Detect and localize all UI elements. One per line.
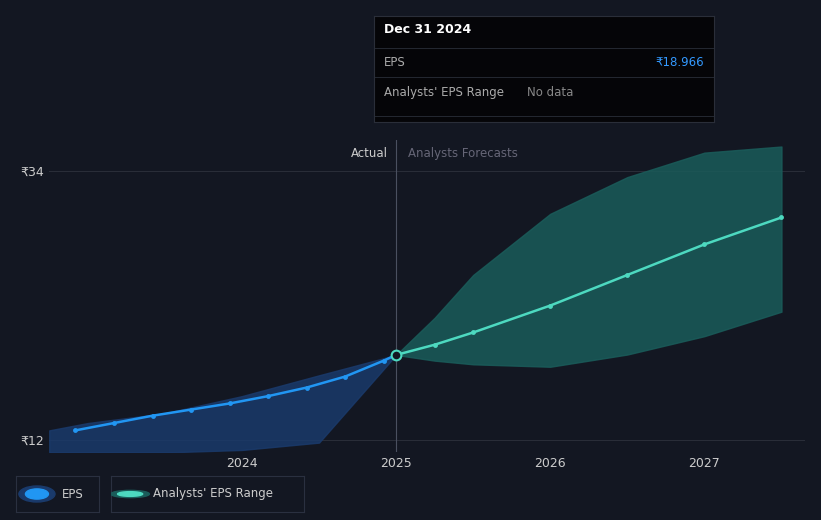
Circle shape bbox=[25, 489, 48, 499]
Text: Analysts' EPS Range: Analysts' EPS Range bbox=[383, 86, 504, 99]
Circle shape bbox=[111, 490, 149, 498]
Circle shape bbox=[117, 491, 143, 497]
Text: Dec 31 2024: Dec 31 2024 bbox=[383, 23, 471, 36]
Text: EPS: EPS bbox=[62, 488, 83, 500]
Text: EPS: EPS bbox=[383, 56, 406, 69]
Text: Analysts Forecasts: Analysts Forecasts bbox=[408, 147, 518, 160]
Text: No data: No data bbox=[527, 86, 573, 99]
Circle shape bbox=[19, 486, 55, 502]
Text: Analysts' EPS Range: Analysts' EPS Range bbox=[154, 488, 273, 500]
Text: ₹18.966: ₹18.966 bbox=[655, 56, 704, 69]
Text: Actual: Actual bbox=[351, 147, 388, 160]
